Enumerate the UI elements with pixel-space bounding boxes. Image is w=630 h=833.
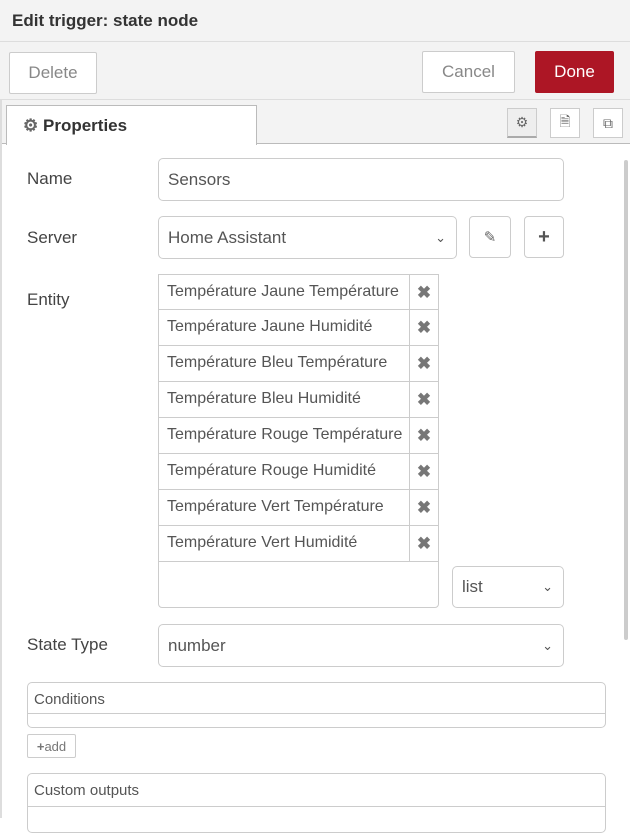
- chevron-down-icon: ⌄: [542, 579, 553, 594]
- done-button[interactable]: Done: [535, 51, 614, 93]
- entity-label: Entity: [27, 290, 70, 309]
- remove-icon[interactable]: ✖: [409, 275, 438, 310]
- custom-outputs-header: Custom outputs: [28, 774, 605, 807]
- entity-item: Température Vert Température ✖: [158, 490, 439, 526]
- gear-icon[interactable]: ⚙: [507, 108, 537, 138]
- entity-name: Température Vert Humidité: [167, 534, 358, 551]
- entity-item: Température Jaune Humidité ✖: [158, 310, 439, 346]
- tab-label: Properties: [42, 116, 128, 135]
- entity-name: Température Rouge Humidité: [167, 462, 376, 479]
- add-server-button[interactable]: +: [524, 216, 564, 258]
- description-icon[interactable]: 🗎: [550, 108, 580, 138]
- toolbar: [0, 42, 630, 100]
- entity-name: Température Jaune Température: [167, 283, 399, 300]
- plus-icon: +: [36, 738, 45, 754]
- entity-item: Température Vert Humidité ✖: [158, 526, 439, 562]
- remove-icon[interactable]: ✖: [409, 490, 438, 525]
- entity-item: Température Bleu Température ✖: [158, 346, 439, 382]
- dialog-title: Edit trigger: state node: [0, 0, 630, 42]
- gear-icon: ⚙: [23, 116, 39, 135]
- remove-icon[interactable]: ✖: [409, 418, 438, 453]
- custom-outputs-list: Custom outputs: [27, 773, 606, 833]
- conditions-list: Conditions: [27, 682, 606, 728]
- remove-icon[interactable]: ✖: [409, 454, 438, 489]
- edit-server-button[interactable]: ✎: [469, 216, 511, 258]
- server-select[interactable]: Home Assistant ⌄: [158, 216, 457, 259]
- conditions-header: Conditions: [28, 683, 605, 714]
- entity-name: Température Vert Température: [167, 498, 384, 515]
- entity-item: Température Bleu Humidité ✖: [158, 382, 439, 418]
- server-value: Home Assistant: [168, 227, 287, 247]
- remove-icon[interactable]: ✖: [409, 310, 438, 345]
- server-label: Server: [27, 228, 78, 247]
- remove-icon[interactable]: ✖: [409, 526, 438, 561]
- entity-item: Température Rouge Humidité ✖: [158, 454, 439, 490]
- name-label: Name: [27, 169, 73, 188]
- pencil-icon: ✎: [483, 229, 497, 246]
- left-border: [0, 100, 2, 818]
- cancel-button[interactable]: Cancel: [422, 51, 515, 93]
- add-condition-button[interactable]: + add: [27, 734, 76, 758]
- state-type-value: number: [168, 635, 226, 655]
- plus-icon: +: [538, 225, 550, 248]
- entity-mode-value: list: [462, 577, 483, 596]
- entity-item: Température Rouge Température ✖: [158, 418, 439, 454]
- remove-icon[interactable]: ✖: [409, 382, 438, 417]
- add-label: add: [44, 738, 67, 754]
- entity-name: Température Jaune Humidité: [167, 318, 373, 335]
- state-type-label: State Type: [27, 635, 108, 654]
- entity-mode-select[interactable]: list ⌄: [452, 566, 564, 608]
- appearance-icon[interactable]: ⧉: [593, 108, 623, 138]
- scrollbar[interactable]: [624, 160, 628, 640]
- entity-name: Température Bleu Humidité: [167, 390, 361, 407]
- entity-name: Température Rouge Température: [167, 426, 403, 443]
- chevron-down-icon: ⌄: [542, 637, 553, 653]
- chevron-down-icon: ⌄: [435, 229, 446, 245]
- name-input[interactable]: Sensors: [158, 158, 564, 201]
- entity-item: Température Jaune Température ✖: [158, 274, 439, 310]
- remove-icon[interactable]: ✖: [409, 346, 438, 381]
- delete-button[interactable]: Delete: [9, 52, 97, 94]
- entity-name: Température Bleu Température: [167, 354, 388, 371]
- tab-properties[interactable]: ⚙ Properties: [6, 105, 257, 145]
- state-type-select[interactable]: number ⌄: [158, 624, 564, 667]
